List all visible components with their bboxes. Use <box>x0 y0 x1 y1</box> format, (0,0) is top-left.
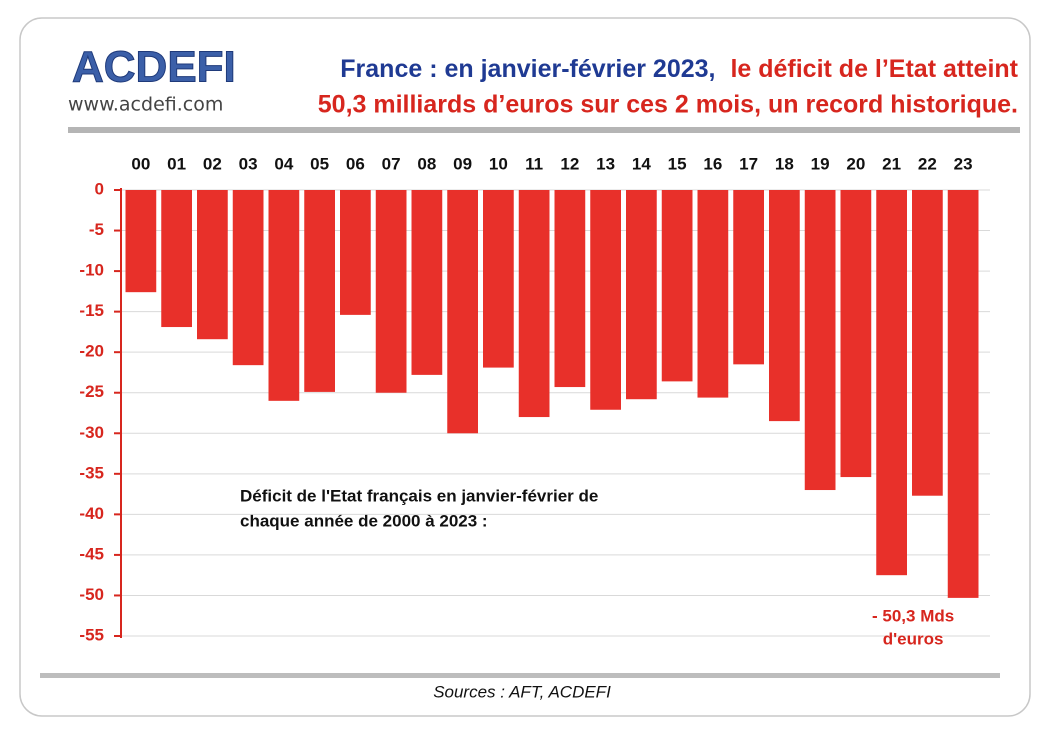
y-tick-label: -55 <box>79 625 104 644</box>
x-tick-label: 11 <box>525 154 543 173</box>
bar <box>375 190 407 393</box>
x-tick-label: 17 <box>739 154 758 173</box>
bar <box>518 190 550 418</box>
x-tick-label: 19 <box>811 154 830 173</box>
bar <box>733 190 764 365</box>
y-tick-label: -25 <box>79 382 104 401</box>
bar <box>340 190 371 315</box>
y-tick-label: -5 <box>89 220 104 239</box>
y-tick-label: -50 <box>79 585 104 604</box>
x-tick-label: 14 <box>632 154 651 173</box>
x-tick-label: 09 <box>453 154 472 173</box>
y-tick-label: -20 <box>79 342 104 361</box>
bar <box>626 190 657 400</box>
x-tick-label: 07 <box>382 154 401 173</box>
bar <box>197 190 228 340</box>
x-tick-label: 01 <box>167 154 186 173</box>
bar <box>483 190 514 368</box>
x-tick-label: 04 <box>274 154 293 173</box>
y-tick-label: -15 <box>79 301 104 320</box>
x-tick-label: 05 <box>310 154 329 173</box>
chart-title: 50,3 milliards d’euros sur ces 2 mois, u… <box>318 91 1018 119</box>
x-tick-label: 21 <box>882 154 901 173</box>
title-rule <box>68 127 1020 133</box>
x-tick-label: 06 <box>346 154 365 173</box>
x-tick-label: 15 <box>668 154 687 173</box>
y-tick-label: -35 <box>79 463 104 482</box>
bar <box>232 190 264 366</box>
bar <box>411 190 443 375</box>
title-part: le déficit de l’Etat atteint <box>730 55 1018 83</box>
x-tick-label: 16 <box>703 154 722 173</box>
bar <box>661 190 693 382</box>
title-part: France : en janvier-février 2023, <box>340 55 715 83</box>
x-tick-label: 10 <box>489 154 508 173</box>
x-tick-label: 03 <box>239 154 258 173</box>
bar <box>947 190 979 598</box>
x-tick-label: 22 <box>918 154 937 173</box>
bar <box>840 190 872 478</box>
bottom-rule <box>40 673 1000 678</box>
x-tick-label: 20 <box>846 154 865 173</box>
y-tick-label: -10 <box>79 261 104 280</box>
x-tick-label: 12 <box>560 154 579 173</box>
y-tick-label: -40 <box>79 504 104 523</box>
x-tick-label: 23 <box>954 154 973 173</box>
y-tick-label: -45 <box>79 544 104 563</box>
chart-title: France : en janvier-février 2023, le déf… <box>340 55 1018 83</box>
logo-url: www.acdefi.com <box>68 94 223 116</box>
bar <box>161 190 192 328</box>
bar <box>697 190 729 398</box>
bar <box>554 190 586 388</box>
bar <box>590 190 621 410</box>
bar-annotation: d'euros <box>883 629 944 648</box>
x-tick-label: 13 <box>596 154 615 173</box>
bar <box>304 190 335 392</box>
x-tick-label: 00 <box>131 154 150 173</box>
x-tick-label: 02 <box>203 154 222 173</box>
bar <box>268 190 300 401</box>
logo: ACDEFI <box>72 43 236 92</box>
x-tick-label: 18 <box>775 154 794 173</box>
y-tick-label: 0 <box>95 179 104 198</box>
annotation: chaque année de 2000 à 2023 : <box>240 511 488 530</box>
bar-annotation: - 50,3 Mds <box>872 606 954 625</box>
bar <box>876 190 907 576</box>
bar <box>804 190 836 491</box>
y-tick-label: -30 <box>79 423 104 442</box>
annotation: Déficit de l'Etat français en janvier-fé… <box>240 486 598 505</box>
source: Sources : AFT, ACDEFI <box>433 682 611 701</box>
bar <box>447 190 478 434</box>
bar <box>912 190 943 496</box>
bar <box>125 190 157 293</box>
bar <box>769 190 800 422</box>
x-tick-label: 08 <box>417 154 436 173</box>
